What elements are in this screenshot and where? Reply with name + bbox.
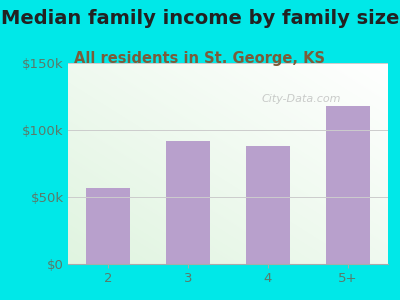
Text: City-Data.com: City-Data.com <box>262 94 341 104</box>
Text: Median family income by family size: Median family income by family size <box>1 9 399 28</box>
Bar <box>86 188 130 264</box>
Text: All residents in St. George, KS: All residents in St. George, KS <box>74 51 326 66</box>
Bar <box>326 106 370 264</box>
Bar <box>166 141 210 264</box>
Bar <box>246 146 290 264</box>
